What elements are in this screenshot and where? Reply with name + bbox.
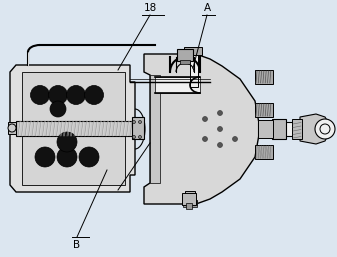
- Circle shape: [35, 147, 55, 167]
- Bar: [258, 120, 273, 138]
- Bar: [155, 77, 200, 93]
- Bar: [255, 70, 273, 84]
- Circle shape: [57, 132, 77, 152]
- Bar: [184, 47, 202, 55]
- Bar: [177, 49, 193, 61]
- Polygon shape: [22, 132, 125, 185]
- Circle shape: [57, 147, 77, 167]
- Polygon shape: [150, 75, 160, 183]
- Bar: [16, 121, 136, 136]
- Circle shape: [50, 101, 66, 117]
- Circle shape: [217, 111, 222, 115]
- Bar: [258, 122, 313, 136]
- Circle shape: [31, 86, 50, 105]
- Bar: [292, 119, 302, 139]
- Bar: [132, 117, 144, 139]
- Text: A: A: [204, 3, 211, 13]
- Bar: [182, 193, 196, 205]
- Text: B: B: [73, 240, 81, 250]
- Circle shape: [8, 124, 16, 132]
- Text: 18: 18: [143, 3, 157, 13]
- Circle shape: [132, 121, 135, 124]
- Bar: [190, 52, 198, 87]
- Circle shape: [233, 136, 238, 142]
- Bar: [186, 203, 192, 209]
- Circle shape: [139, 121, 142, 124]
- Circle shape: [85, 86, 103, 105]
- Bar: [188, 47, 198, 62]
- Circle shape: [139, 135, 142, 139]
- Circle shape: [79, 147, 99, 167]
- Bar: [8, 122, 16, 134]
- Bar: [255, 103, 273, 117]
- Bar: [255, 145, 273, 159]
- Bar: [185, 200, 197, 205]
- Polygon shape: [10, 65, 135, 192]
- Polygon shape: [300, 114, 328, 144]
- Polygon shape: [144, 54, 260, 204]
- Polygon shape: [22, 72, 125, 127]
- Circle shape: [66, 86, 86, 105]
- Circle shape: [203, 116, 208, 122]
- Circle shape: [132, 135, 135, 139]
- Circle shape: [217, 142, 222, 148]
- Circle shape: [217, 126, 222, 132]
- Bar: [183, 203, 197, 207]
- Circle shape: [49, 86, 67, 105]
- Bar: [185, 191, 195, 205]
- Bar: [272, 119, 286, 139]
- Circle shape: [315, 119, 335, 139]
- Bar: [180, 60, 190, 64]
- Circle shape: [203, 136, 208, 142]
